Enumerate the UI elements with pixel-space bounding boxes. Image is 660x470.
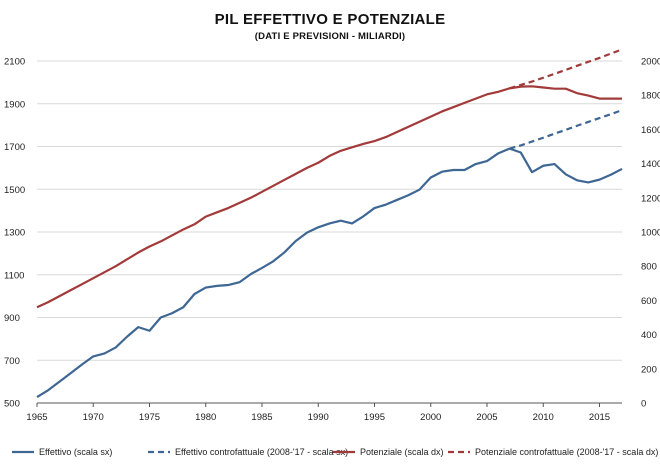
y-left-tick-label: 900 — [4, 313, 20, 324]
y-left-tick-label: 2100 — [4, 57, 25, 68]
x-tick-label: 2015 — [589, 412, 610, 423]
y-left-tick-label: 1700 — [4, 142, 25, 153]
y-left-tick-label: 1500 — [4, 185, 25, 196]
x-tick-label: 1990 — [308, 412, 329, 423]
y-right-tick-label: 400 — [641, 330, 657, 341]
x-tick-label: 1965 — [26, 412, 47, 423]
chart-title: PIL EFFETTIVO E POTENZIALE — [215, 11, 446, 28]
legend-label: Effettivo (scala sx) — [39, 447, 112, 457]
series-line-0 — [36, 147, 623, 398]
y-right-tick-label: 1000 — [641, 228, 660, 239]
x-tick-label: 2010 — [533, 412, 554, 423]
y-right-tick-label: 1600 — [641, 125, 660, 136]
series-line-3 — [509, 48, 623, 90]
x-tick-label: 2005 — [476, 412, 497, 423]
y-right-tick-label: 1200 — [641, 193, 660, 204]
legend: Effettivo (scala sx) Effettivo controfatt… — [12, 447, 658, 457]
x-tick-label: 1985 — [251, 412, 272, 423]
y-left-tick-label: 700 — [4, 356, 20, 367]
y-right-tick-label: 800 — [641, 262, 657, 273]
x-tick-label: 2000 — [420, 412, 441, 423]
y-left-tick-label: 1300 — [4, 228, 25, 239]
tick-labels: 500 700 900 1100 1300 1500 1700 1900 2100 0 200 400… — [4, 57, 660, 424]
legend-label: Potenziale controfattuale (2008-'17 - sc… — [475, 447, 658, 457]
grid — [37, 60, 622, 361]
x-tick-label: 1970 — [83, 412, 104, 423]
x-tick-label: 1975 — [139, 412, 160, 423]
chart-subtitle: (DATI E PREVISIONI - MILIARDI) — [255, 31, 405, 42]
y-left-tick-label: 500 — [4, 399, 20, 410]
legend-label: Potenziale (scala dx) — [360, 447, 444, 457]
y-right-tick-label: 600 — [641, 296, 657, 307]
y-right-tick-label: 0 — [641, 399, 646, 410]
y-left-tick-label: 1900 — [4, 99, 25, 110]
series-line-1 — [509, 109, 623, 150]
x-tick-label: 1980 — [195, 412, 216, 423]
y-right-tick-label: 200 — [641, 364, 657, 375]
y-right-tick-label: 1800 — [641, 91, 660, 102]
axes — [36, 402, 622, 407]
x-tick-label: 1995 — [364, 412, 385, 423]
legend-label: Effettivo controfattuale (2008-'17 - sca… — [175, 447, 348, 457]
y-right-tick-label: 1400 — [641, 159, 660, 170]
series-lines — [36, 48, 623, 398]
y-right-tick-label: 2000 — [641, 57, 660, 68]
y-left-tick-label: 1100 — [4, 270, 24, 281]
series-line-2 — [36, 85, 622, 309]
